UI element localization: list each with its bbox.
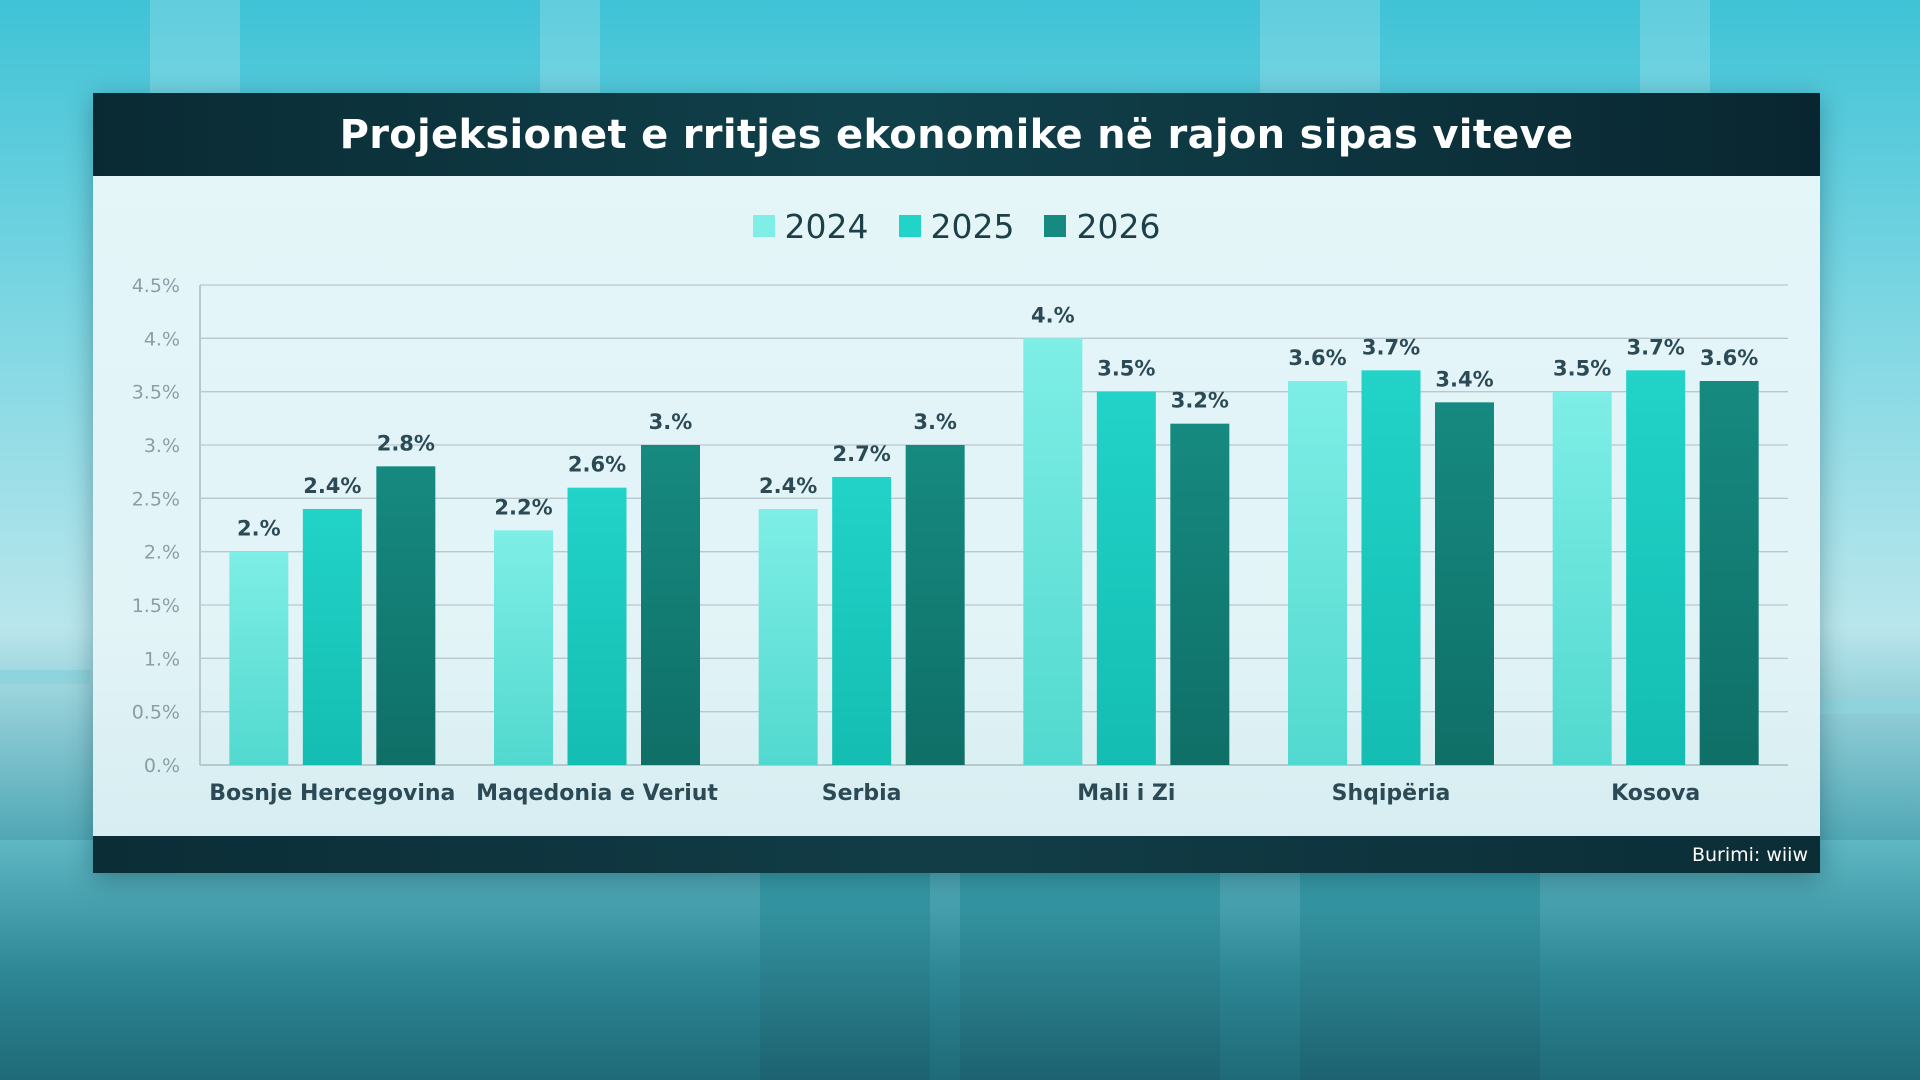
bar-2024 (1552, 391, 1612, 765)
y-tick-label: 4.% (144, 328, 180, 350)
x-category-label: Maqedonia e Veriut (476, 781, 718, 806)
y-tick-label: 3.% (144, 435, 180, 457)
bar-2024 (1023, 338, 1083, 765)
bar-2025 (567, 487, 627, 765)
y-tick-label: 0.% (144, 755, 180, 777)
y-tick-label: 2.% (144, 542, 180, 564)
data-label: 2.7% (833, 442, 891, 466)
background-slab (1300, 860, 1540, 1080)
data-label: 3.4% (1435, 367, 1493, 391)
x-category-label: Kosova (1611, 781, 1700, 806)
title-bar: Projeksionet e rritjes ekonomike në rajo… (93, 93, 1820, 176)
bar-2026 (1170, 423, 1230, 765)
data-label: 3.5% (1553, 357, 1611, 381)
y-tick-label: 3.5% (132, 382, 180, 404)
chart-title: Projeksionet e rritjes ekonomike në rajo… (339, 111, 1574, 158)
data-label: 3.7% (1362, 335, 1420, 359)
legend: 2024 2025 2026 (93, 206, 1820, 246)
legend-item-2026: 2026 (1044, 207, 1160, 246)
footer-bar: Burimi: wiiw (93, 836, 1820, 873)
bar-2026 (641, 445, 700, 765)
bar-2026 (376, 466, 436, 765)
x-category-label: Serbia (822, 781, 902, 806)
bar-2025 (302, 509, 362, 765)
legend-label-2024: 2024 (784, 206, 869, 246)
bar-2026 (1435, 402, 1494, 765)
data-label: 2.4% (303, 474, 361, 498)
data-label: 2.2% (494, 495, 552, 519)
y-tick-label: 1.5% (132, 595, 180, 617)
bar-2026 (1699, 381, 1759, 765)
data-label: 4.% (1031, 303, 1075, 327)
legend-swatch-2024 (752, 215, 775, 237)
legend-swatch-2025 (898, 215, 921, 237)
y-tick-label: 2.5% (132, 488, 180, 510)
data-label: 2.6% (568, 453, 626, 477)
legend-label-2026: 2026 (1076, 206, 1161, 246)
y-tick-label: 1.% (144, 648, 180, 670)
background-pillar (150, 0, 240, 95)
y-tick-label: 0.5% (132, 702, 180, 724)
bar-chart: 0.% 0.5% 1.% 1.5% 2.% 2.5% 3.% 3.5% 4.% 4.5% 2.% 2.… (132, 275, 1788, 806)
bar-2025 (1626, 370, 1686, 765)
background-floor (0, 840, 1920, 1080)
x-category-label: Mali i Zi (1077, 781, 1175, 806)
legend-label-2025: 2025 (930, 206, 1015, 246)
data-label: 3.7% (1627, 335, 1685, 359)
background-ledge (0, 670, 90, 684)
bar-2024 (1288, 381, 1347, 765)
data-label: 3.5% (1097, 357, 1155, 381)
data-label: 3.% (649, 410, 693, 434)
bar-2024 (494, 530, 553, 765)
source-label: Burimi: wiiw (1691, 843, 1808, 866)
background-slab (960, 860, 1220, 1080)
background-pillar (1260, 0, 1380, 95)
data-label: 3.2% (1171, 389, 1229, 413)
background-ledge (1820, 700, 1920, 714)
bar-2025 (832, 477, 892, 765)
background-pillar (540, 0, 600, 95)
bar-2025 (1096, 391, 1156, 765)
data-label: 3.% (913, 410, 957, 434)
y-tick-label: 4.5% (132, 275, 180, 297)
data-label: 3.6% (1700, 346, 1758, 370)
bar-2025 (1361, 370, 1421, 765)
legend-item-2025: 2025 (898, 206, 1015, 246)
legend-swatch-2026 (1044, 215, 1067, 237)
background-slab (760, 860, 930, 1080)
bar-2024 (758, 509, 818, 765)
x-category-label: Bosnje Hercegovina (209, 781, 455, 806)
x-category-label: Shqipëria (1332, 781, 1451, 806)
data-label: 2.8% (377, 431, 435, 455)
background-pillar (1640, 0, 1710, 95)
data-label: 2.4% (759, 474, 817, 498)
bar-2024 (229, 551, 289, 765)
bar-2026 (905, 445, 965, 765)
data-label: 2.% (237, 517, 281, 541)
data-label: 3.6% (1288, 346, 1346, 370)
chart-panel: Projeksionet e rritjes ekonomike në rajo… (93, 93, 1820, 873)
legend-item-2024: 2024 (752, 206, 869, 246)
